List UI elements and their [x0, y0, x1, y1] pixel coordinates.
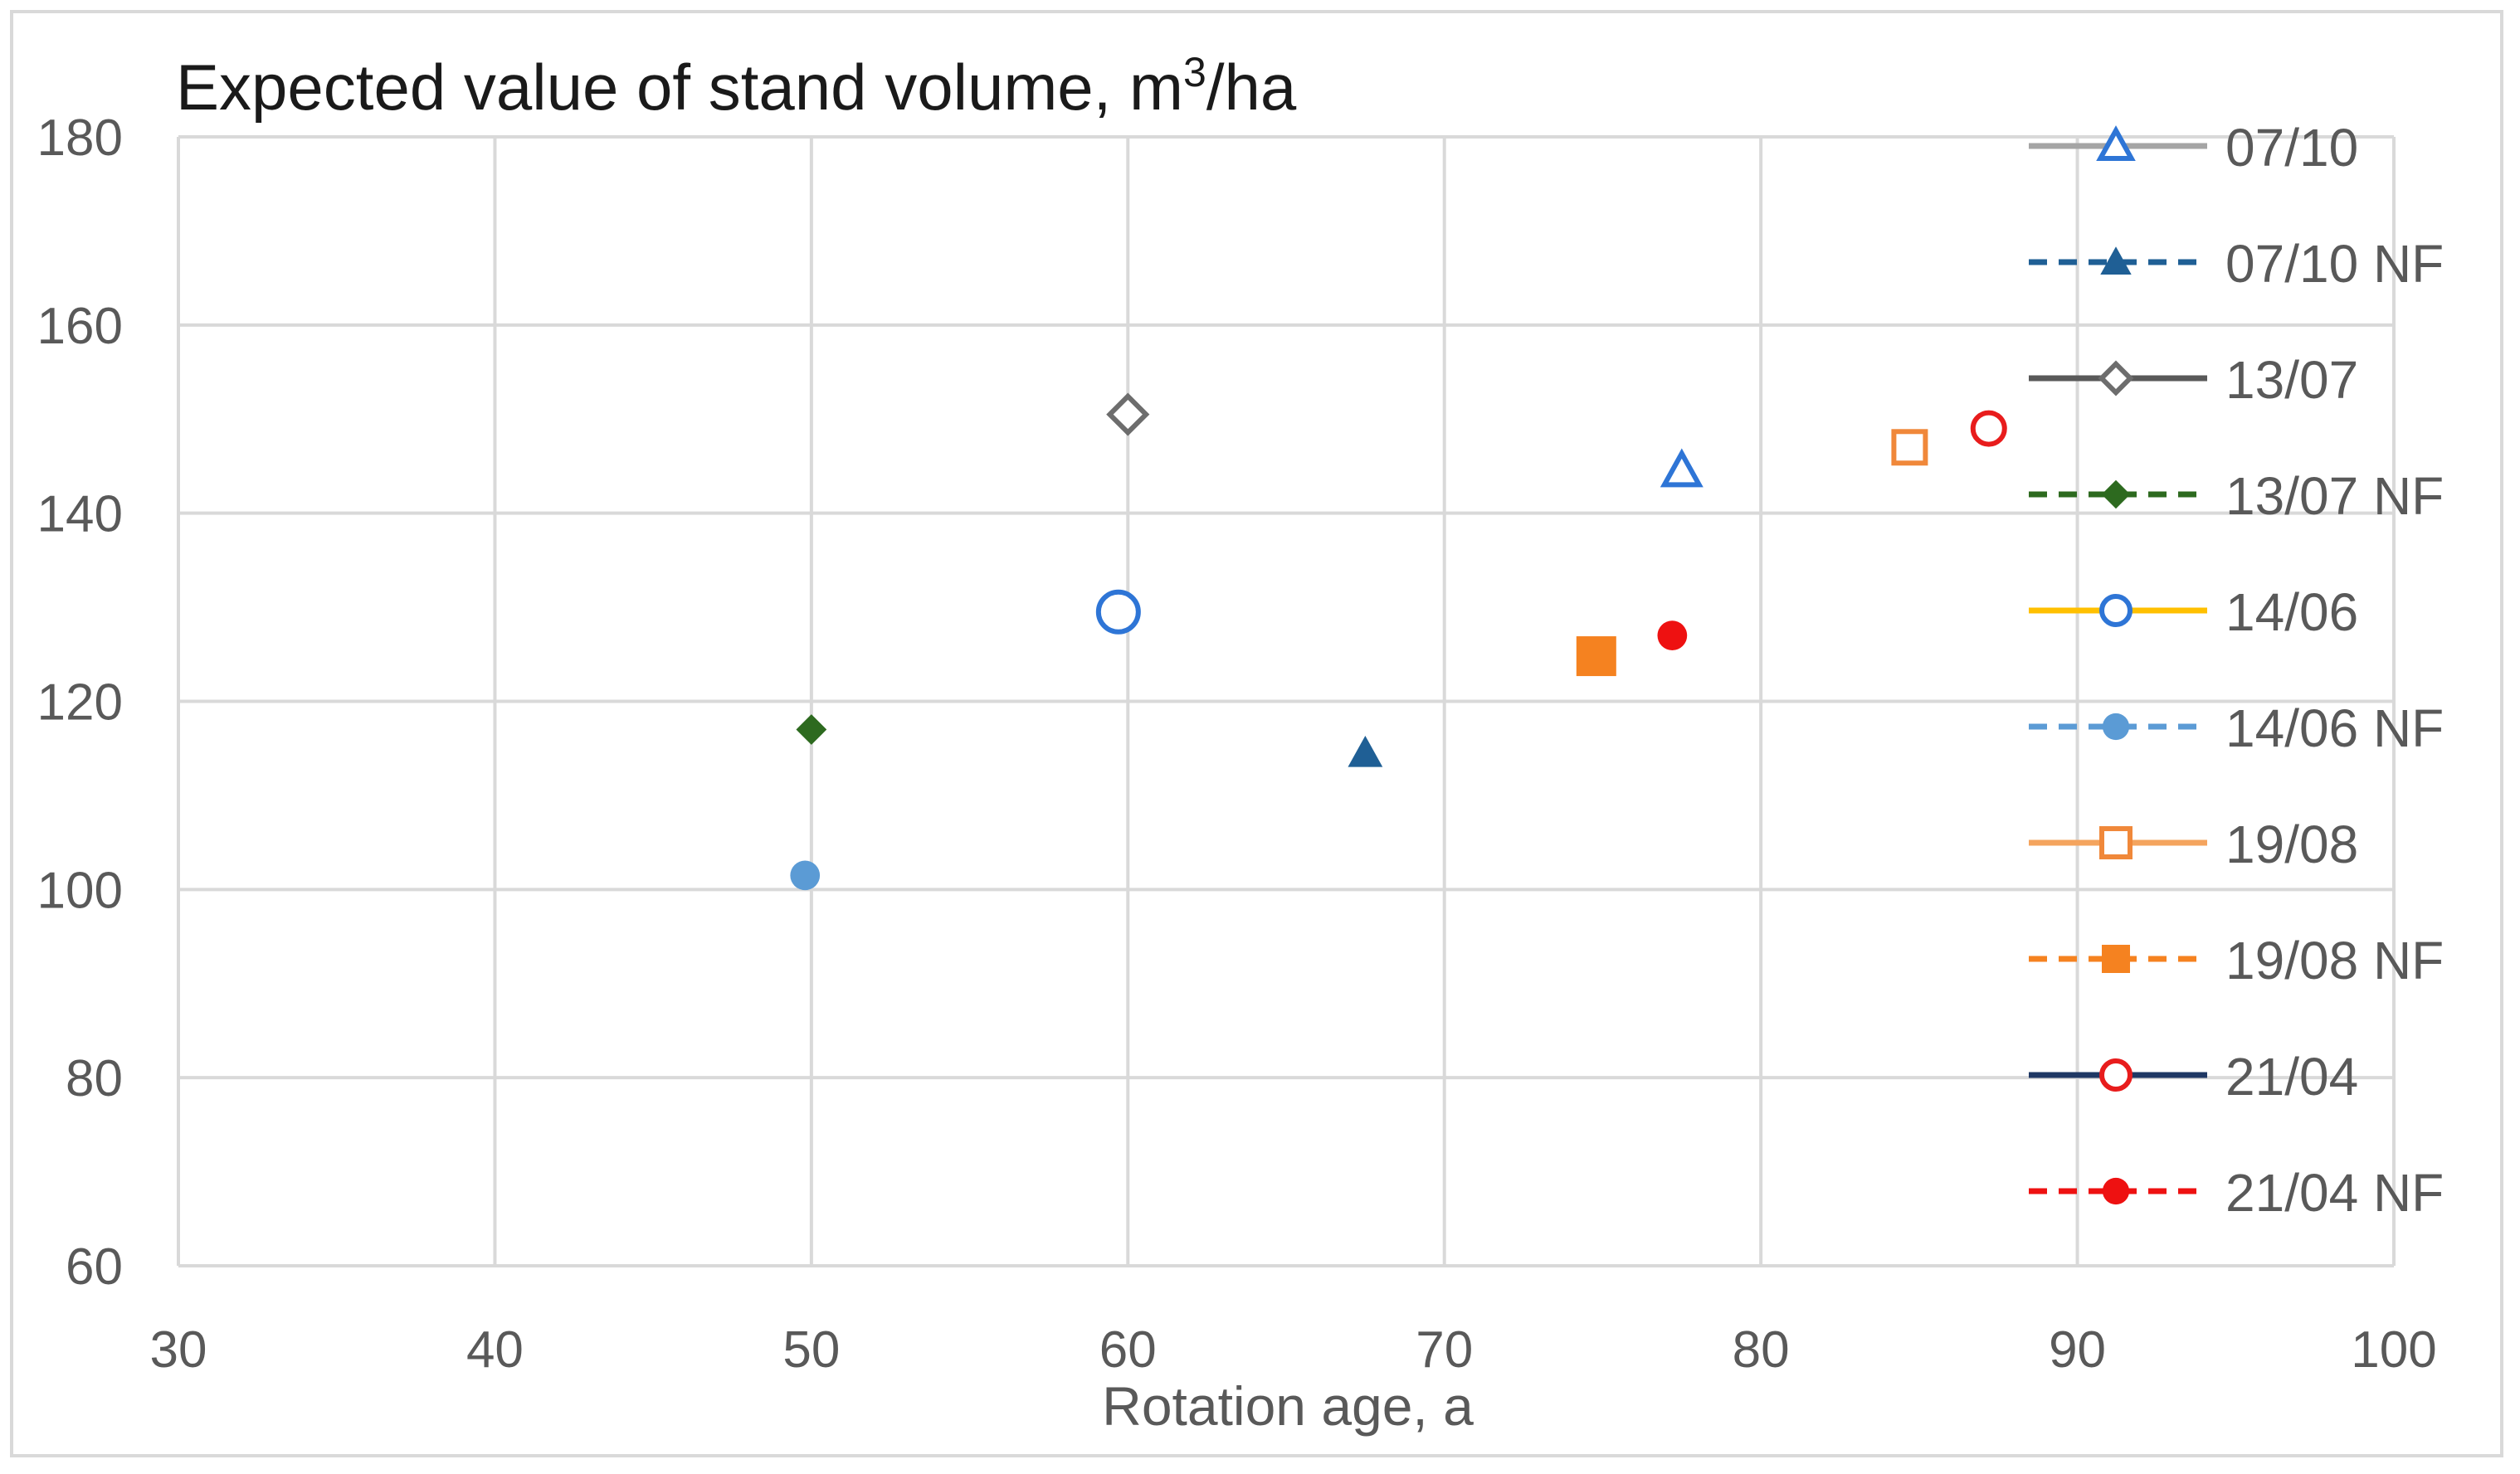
legend-marker — [2101, 479, 2131, 509]
legend-marker — [2096, 125, 2136, 161]
grid-lines — [177, 135, 2396, 1267]
legend-label: 07/10 NF — [2225, 234, 2444, 294]
data-point — [1660, 448, 1704, 488]
x-tick-label: 30 — [150, 1321, 207, 1379]
x-tick-label: 60 — [1099, 1321, 1157, 1379]
legend-label: 14/06 — [2225, 582, 2358, 642]
x-tick-label: 100 — [2351, 1321, 2436, 1379]
x-tick-label: 80 — [1733, 1321, 1790, 1379]
legend-marker — [2099, 594, 2132, 627]
y-tick-label: 80 — [66, 1050, 123, 1107]
legend-label: 21/04 — [2225, 1047, 2358, 1107]
data-point — [1891, 429, 1928, 466]
chart-frame — [10, 10, 2503, 1457]
legend-marker — [2099, 1058, 2132, 1092]
data-point — [1106, 392, 1150, 436]
legend-label: 19/08 NF — [2225, 931, 2444, 990]
y-tick-label: 140 — [37, 486, 123, 543]
legend-marker — [2098, 360, 2134, 396]
legend-marker — [2099, 826, 2132, 859]
legend-label: 21/04 NF — [2225, 1163, 2444, 1223]
y-tick-label: 120 — [37, 674, 123, 732]
legend-marker — [2102, 945, 2130, 973]
legend: 07/10 07/10 NF 13/07 13/07 NF 14/06 14/06 NF 1… — [2029, 118, 2444, 1223]
data-points — [790, 392, 2007, 891]
chart-title: Expected value of stand volume, m3/ha — [176, 49, 1297, 124]
x-tick-label: 40 — [466, 1321, 524, 1379]
data-point — [1576, 636, 1616, 677]
legend-marker — [2102, 1177, 2130, 1205]
y-tick-label: 60 — [66, 1238, 123, 1296]
legend-label: 07/10 — [2225, 118, 2358, 178]
legend-label: 14/06 NF — [2225, 698, 2444, 758]
data-point — [1657, 620, 1688, 650]
legend-marker — [2102, 713, 2130, 741]
data-point — [790, 860, 821, 891]
y-tick-label: 180 — [37, 109, 123, 167]
x-tick-label: 50 — [782, 1321, 840, 1379]
y-tick-label: 100 — [37, 862, 123, 919]
data-point — [796, 714, 827, 745]
legend-marker — [2100, 246, 2132, 275]
y-tick-label: 160 — [37, 298, 123, 355]
x-tick-label: 70 — [1416, 1321, 1473, 1379]
axis-ticks: 30 40 50 60 70 80 90 100 60 80 100 120 140 160 180 — [37, 109, 2437, 1379]
data-point — [1970, 410, 2007, 447]
data-point — [1095, 589, 1141, 635]
legend-label: 13/07 — [2225, 350, 2358, 410]
x-tick-label: 90 — [2049, 1321, 2106, 1379]
legend-label: 13/07 NF — [2225, 466, 2444, 526]
data-point — [1348, 735, 1383, 767]
legend-label: 19/08 — [2225, 815, 2358, 874]
x-axis-title: Rotation age, a — [1102, 1375, 1474, 1437]
